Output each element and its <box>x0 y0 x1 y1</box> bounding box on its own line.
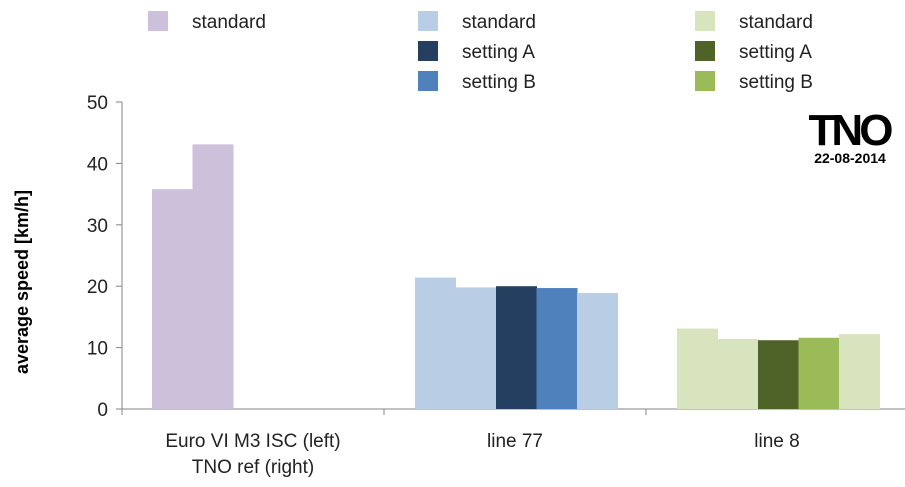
y-axis: 0 10 20 30 40 50 <box>87 93 123 421</box>
logo-text: TNO <box>809 106 893 155</box>
bar <box>758 340 799 409</box>
category-label: Euro VI M3 ISC (left) <box>165 431 340 452</box>
y-tick-label: 20 <box>87 277 108 298</box>
bar <box>415 277 456 409</box>
y-tick-label: 10 <box>87 339 108 360</box>
bar <box>192 144 234 409</box>
bar <box>455 287 497 409</box>
legend-label: standard <box>462 12 536 33</box>
legend-swatch <box>695 71 715 91</box>
bars <box>152 144 880 409</box>
bar <box>577 292 618 409</box>
legend-swatch <box>695 41 715 61</box>
legend-label: setting B <box>739 72 813 93</box>
legend-label: standard <box>739 12 813 33</box>
legend-label: setting A <box>462 42 535 63</box>
y-axis-label: average speed [km/h] <box>12 190 32 374</box>
legend-label: setting B <box>462 72 536 93</box>
logo-date: 22-08-2014 <box>814 150 886 166</box>
legend-swatch <box>418 11 438 31</box>
legend-swatch <box>148 11 168 31</box>
legend-label: standard <box>192 12 266 33</box>
y-tick-label: 0 <box>97 400 108 421</box>
bar <box>839 334 880 409</box>
y-tick-label: 50 <box>87 93 108 114</box>
bar <box>152 189 193 409</box>
y-tick-label: 40 <box>87 154 108 175</box>
bar <box>496 286 537 409</box>
legend-label: setting A <box>739 42 812 63</box>
bar <box>798 337 840 409</box>
x-axis: Euro VI M3 ISC (left) TNO ref (right) line… <box>121 408 905 478</box>
bar <box>717 339 759 409</box>
legend-swatch <box>418 71 438 91</box>
tno-logo: TNO 22-08-2014 <box>809 106 897 166</box>
category-label: line 77 <box>487 431 543 452</box>
legend-swatch <box>418 41 438 61</box>
legend-swatch <box>695 11 715 31</box>
bar <box>677 328 718 409</box>
y-tick-label: 30 <box>87 216 108 237</box>
legend: standard standard setting A setting B standa… <box>148 11 813 93</box>
category-label: line 8 <box>754 431 799 452</box>
category-label: TNO ref (right) <box>192 457 314 478</box>
bar <box>536 288 578 409</box>
